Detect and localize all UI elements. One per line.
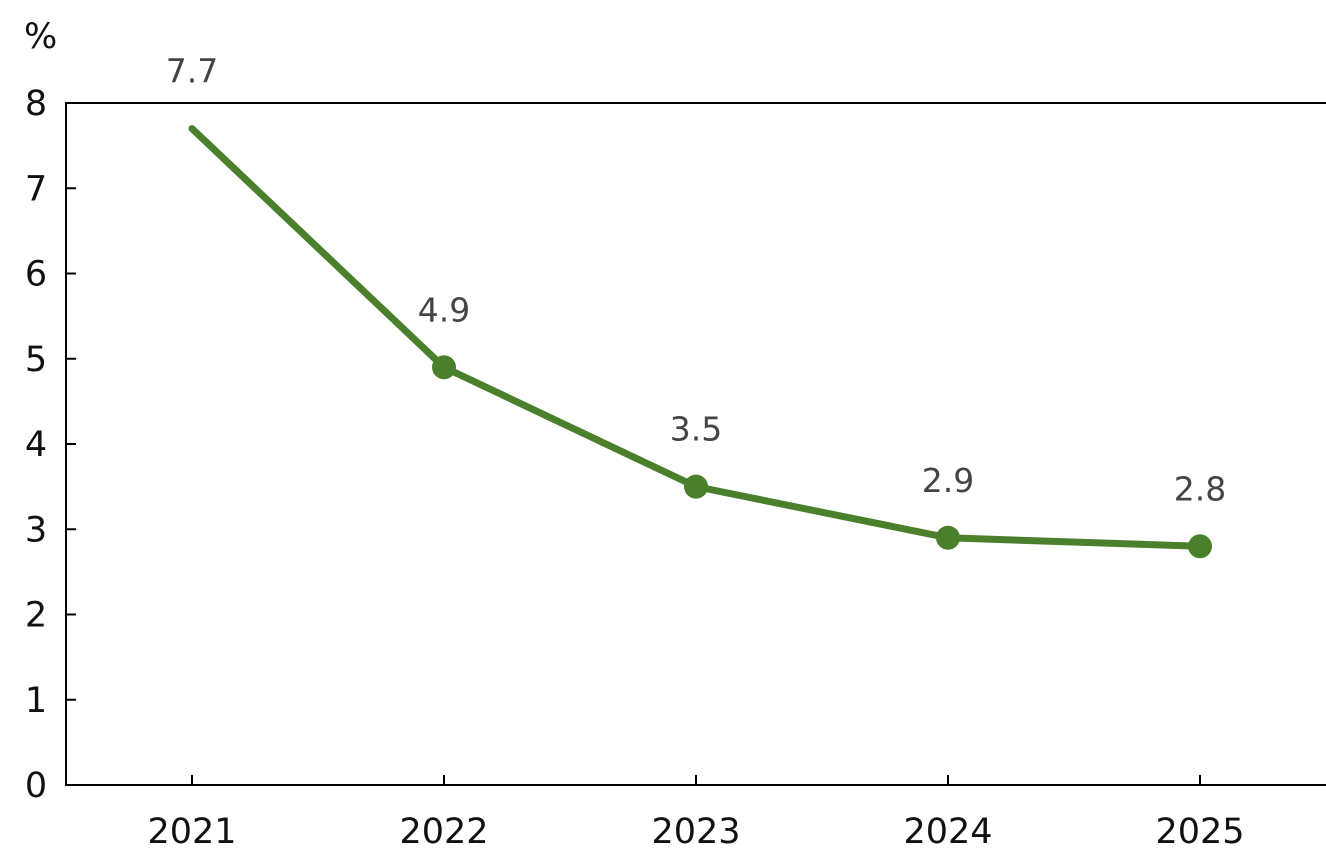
x-tick-label: 2024: [903, 812, 992, 852]
data-point: [1188, 534, 1212, 559]
data-label: 2.8: [1174, 469, 1226, 508]
y-tick-label: 6: [25, 255, 47, 295]
data-label: 7.7: [166, 52, 218, 91]
y-axis-ticks: 0 1 2 3 4 5 6 7 8: [25, 84, 76, 806]
y-tick-label: 2: [25, 596, 47, 636]
y-tick-label: 1: [25, 681, 47, 721]
x-tick-label: 2023: [651, 812, 740, 852]
y-tick-label: 0: [25, 766, 47, 806]
y-tick-label: 7: [25, 169, 47, 209]
y-tick-label: 4: [25, 425, 47, 465]
data-label: 2.9: [922, 461, 974, 500]
data-label: 3.5: [670, 410, 722, 449]
x-tick-label: 2025: [1155, 812, 1244, 852]
data-labels: 7.7 4.9 3.5 2.9 2.8: [166, 52, 1226, 509]
x-tick-label: 2022: [399, 812, 488, 852]
series-layer: [188, 125, 1212, 559]
y-tick-label: 5: [25, 340, 47, 380]
x-axis-ticks: 2021 2022 2023 2024 2025: [147, 775, 1245, 852]
data-label: 4.9: [418, 290, 470, 329]
data-point: [936, 525, 960, 550]
y-tick-label: 3: [25, 510, 47, 550]
x-tick-label: 2021: [147, 812, 236, 852]
y-tick-label: 8: [25, 84, 47, 124]
data-point: [684, 474, 708, 499]
data-point: [432, 355, 456, 380]
y-axis-unit-label: %: [24, 17, 57, 57]
